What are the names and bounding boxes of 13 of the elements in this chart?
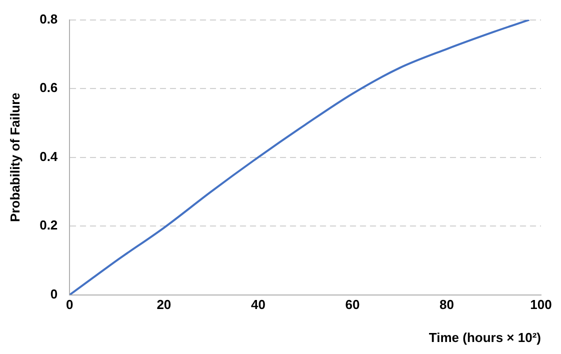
x-tick-label: 80 [440,297,454,312]
x-axis-title: Time (hours × 10²) [428,330,541,345]
y-tick-label: 0.4 [40,148,58,164]
x-tick-label: 20 [156,297,172,312]
y-tick-label: 0 [50,286,58,302]
y-tick-label: 0.6 [40,80,58,96]
y-axis-title: Probability of Failure [7,92,22,222]
y-tick-label: 0.2 [40,218,58,233]
y-tick-label: 0.8 [40,11,58,26]
x-tick-label: 40 [250,297,266,312]
x-tick-label: 100 [530,297,552,312]
x-tick-label: 60 [345,297,360,312]
x-tick-label: 0 [66,297,74,312]
